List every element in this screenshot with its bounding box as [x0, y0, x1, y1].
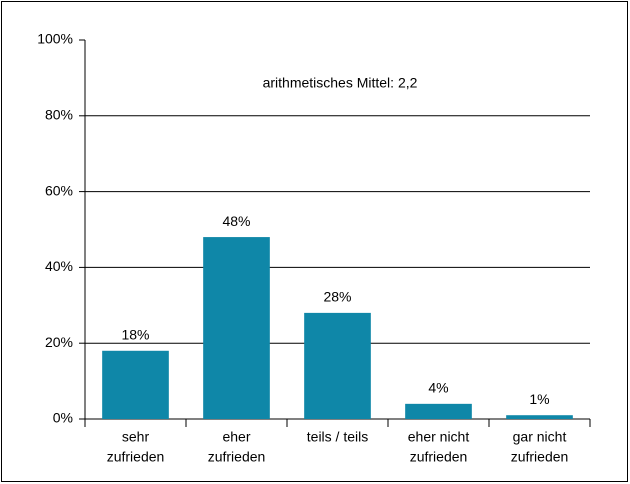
- bar: [203, 237, 270, 419]
- annotation: arithmetisches Mittel: 2,2: [263, 75, 418, 91]
- x-tick-label: zufrieden: [410, 449, 468, 465]
- x-tick-label: eher: [222, 429, 250, 445]
- x-tick-label: eher nicht: [408, 429, 470, 445]
- x-tick-label: sehr: [122, 429, 150, 445]
- x-tick-label: gar nicht: [513, 429, 567, 445]
- value-label: 48%: [222, 213, 250, 229]
- value-label: 4%: [428, 380, 448, 396]
- y-tick-label: 80%: [45, 107, 73, 123]
- x-tick-label: teils / teils: [307, 429, 368, 445]
- y-tick-label: 20%: [45, 334, 73, 350]
- bar: [405, 403, 472, 419]
- y-tick-label: 100%: [37, 31, 73, 47]
- bar: [506, 415, 573, 419]
- x-tick-label: zufrieden: [208, 449, 266, 465]
- value-label: 28%: [323, 289, 351, 305]
- value-label: 1%: [529, 391, 549, 407]
- x-tick-label: zufrieden: [107, 449, 165, 465]
- x-tick-label: zufrieden: [511, 449, 569, 465]
- y-tick-label: 60%: [45, 182, 73, 198]
- y-tick-label: 0%: [53, 410, 73, 426]
- bar: [304, 312, 371, 419]
- y-tick-label: 40%: [45, 258, 73, 274]
- bar: [102, 350, 169, 419]
- value-label: 18%: [121, 326, 149, 342]
